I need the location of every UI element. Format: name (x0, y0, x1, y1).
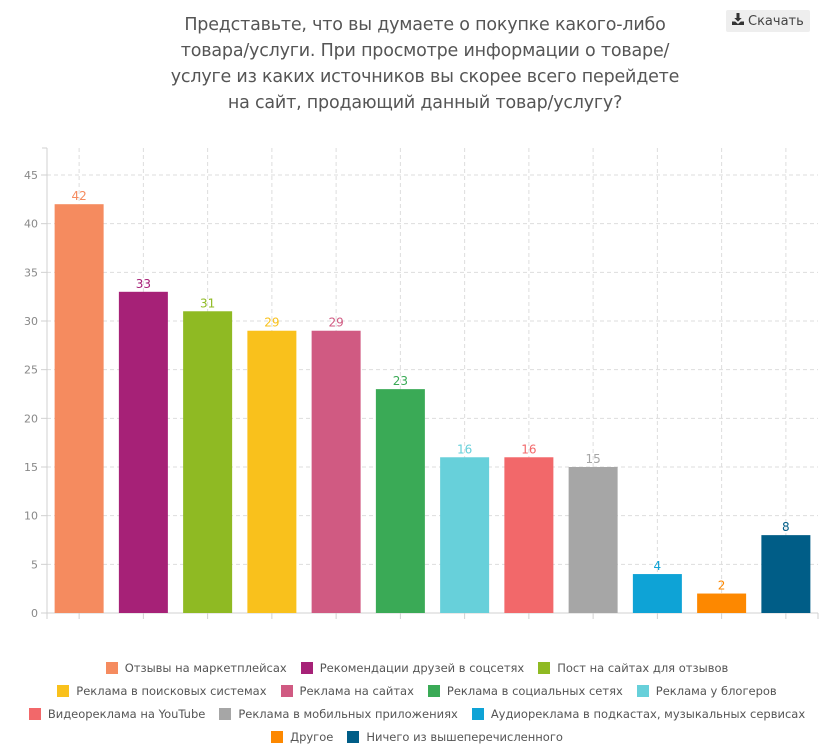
bar (247, 330, 297, 613)
y-tick-label: 0 (31, 607, 38, 620)
data-label: 42 (71, 189, 86, 203)
bar (311, 330, 361, 613)
chart-title-line: на сайт, продающий данный товар/услугу? (227, 93, 623, 113)
legend-swatch (300, 661, 313, 674)
bar (375, 389, 425, 613)
y-tick-label: 40 (24, 218, 38, 231)
data-label: 15 (585, 452, 600, 466)
legend-item[interactable]: Реклама в поисковых системах (57, 683, 267, 698)
legend-row: Другое Ничего из вышеперечисленного (10, 725, 824, 748)
legend-label: Реклама в поисковых системах (76, 683, 267, 698)
data-label: 16 (521, 442, 536, 456)
legend-row: Видеореклама на YouTube Реклама в мобильн… (10, 702, 824, 725)
axes (41, 147, 819, 619)
bar (504, 457, 554, 613)
legend-row: Реклама в поисковых системах Реклама на с… (10, 679, 824, 702)
bar (54, 204, 104, 613)
chart-title-line: Представьте, что вы думаете о покупке ка… (184, 15, 666, 35)
data-label: 2 (718, 579, 726, 593)
legend-item[interactable]: Аудиореклама в подкастах, музыкальных се… (471, 706, 806, 721)
download-label: Скачать (748, 13, 804, 29)
bar (632, 574, 682, 613)
legend-item[interactable]: Пост на сайтах для отзывов (538, 661, 728, 675)
y-tick-label: 35 (24, 266, 38, 279)
legend-swatch (347, 730, 360, 743)
chart-title-line: услуге из каких источников вы скорее все… (170, 67, 680, 87)
legend-row: Отзывы на маркетплейсах Рекомендации друз… (10, 656, 824, 679)
data-label: 29 (264, 316, 279, 330)
legend-label: Ничего из вышеперечисленного (366, 729, 563, 744)
y-tick-label: 20 (24, 412, 38, 425)
y-tick-labels: 0 5 10 15 20 25 30 35 40 45 (24, 169, 38, 620)
legend-item[interactable]: Другое (271, 730, 333, 744)
y-tick-label: 30 (24, 315, 38, 328)
y-tick-label: 15 (24, 461, 38, 474)
legend-label: Реклама в мобильных приложениях (238, 706, 458, 721)
legend-label: Отзывы на маркетплейсах (124, 660, 287, 675)
legend-item[interactable]: Реклама у блогеров (636, 683, 777, 698)
bar (118, 291, 168, 613)
bars (54, 204, 811, 613)
y-tick-label: 25 (24, 364, 38, 377)
legend-swatch (280, 684, 293, 697)
data-label: 16 (457, 442, 472, 456)
bar (761, 535, 811, 613)
y-tick-label: 10 (24, 510, 38, 523)
legend: Отзывы на маркетплейсах Рекомендации друз… (10, 656, 824, 748)
legend-item[interactable]: Отзывы на маркетплейсах (105, 660, 287, 675)
legend-swatch (636, 684, 649, 697)
legend-label: Реклама на сайтах (299, 683, 414, 698)
data-label: 29 (328, 316, 343, 330)
chart-title: Представьте, что вы думаете о покупке ка… (150, 12, 700, 116)
legend-item[interactable]: Реклама в мобильных приложениях (219, 706, 458, 721)
legend-label: Рекомендации друзей в соцсетях (319, 660, 525, 675)
bar (568, 467, 618, 613)
download-icon (732, 13, 744, 29)
bar (697, 593, 747, 613)
legend-label: Пост на сайтах для отзывов (557, 660, 729, 675)
legend-item[interactable]: Рекомендации друзей в соцсетях (300, 660, 525, 675)
chart-title-line: товара/услуги. При просмотре информации … (180, 41, 670, 61)
horizontal-gridlines (47, 174, 818, 565)
bar (183, 311, 233, 613)
y-tick-label: 5 (31, 558, 38, 571)
legend-label: Видеореклама на YouTube (47, 706, 206, 721)
legend-item[interactable]: Ничего из вышеперечисленного (347, 730, 563, 744)
data-label: 31 (200, 296, 215, 310)
legend-swatch (219, 707, 232, 720)
legend-swatch (538, 661, 551, 674)
legend-item[interactable]: Реклама на сайтах (280, 683, 414, 698)
legend-item[interactable]: Видеореклама на YouTube (28, 706, 206, 721)
data-label: 8 (782, 520, 790, 534)
legend-label: Аудиореклама в подкастах, музыкальных се… (490, 706, 806, 721)
legend-swatch (471, 707, 484, 720)
legend-swatch (271, 730, 284, 743)
legend-swatch (105, 661, 118, 674)
legend-swatch (427, 684, 440, 697)
data-label: 33 (136, 277, 151, 291)
data-label: 23 (393, 374, 408, 388)
legend-label: Другое (290, 729, 334, 744)
legend-swatch (28, 707, 41, 720)
download-button[interactable]: Скачать (726, 10, 810, 32)
legend-label: Реклама в социальных сетях (446, 683, 623, 698)
data-label: 4 (654, 559, 662, 573)
y-tick-label: 45 (24, 169, 38, 182)
bar (440, 457, 490, 613)
legend-swatch (57, 684, 70, 697)
legend-item[interactable]: Реклама в социальных сетях (427, 683, 623, 698)
legend-label: Реклама у блогеров (655, 683, 777, 698)
